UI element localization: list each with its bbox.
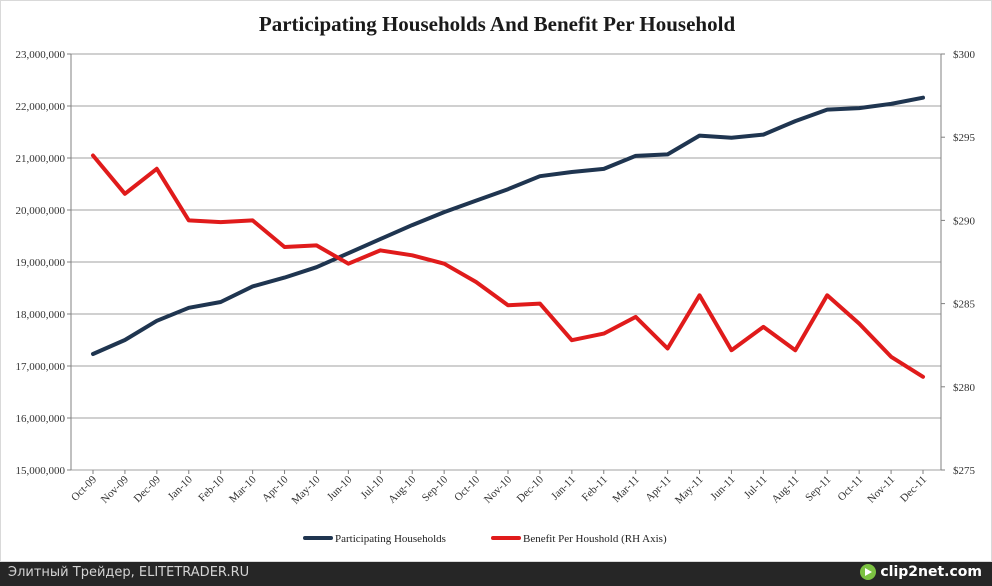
left-tick-label: 16,000,000 — [16, 413, 66, 425]
legend-label: Benefit Per Houshold (RH Axis) — [523, 533, 667, 545]
right-tick-label: $275 — [953, 465, 976, 477]
right-tick-label: $290 — [953, 215, 976, 227]
footer-bar: Элитный Трейдер, ELITETRADER.RU clip2net… — [0, 562, 992, 586]
x-tick-label: Apr-10 — [260, 473, 291, 504]
x-tick-label: Nov-11 — [865, 474, 897, 506]
play-icon — [860, 564, 877, 580]
left-tick-label: 17,000,000 — [16, 361, 66, 373]
x-tick-label: Jan-11 — [549, 474, 578, 503]
x-tick-label: Mar-11 — [610, 474, 641, 505]
x-tick-label: Mar-10 — [227, 473, 259, 505]
left-tick-label: 22,000,000 — [16, 101, 66, 113]
x-tick-label: Oct-10 — [452, 473, 482, 503]
grid-layer — [70, 53, 942, 471]
series-line-participating-households — [91, 95, 925, 356]
chart-title: Participating Households And Benefit Per… — [259, 12, 736, 36]
legend-label: Participating Households — [335, 533, 446, 545]
brand-text: clip2net.com — [880, 564, 982, 580]
x-tick-label: Dec-10 — [515, 473, 547, 505]
x-tick-label: Aug-10 — [386, 473, 419, 506]
x-tick-label: Nov-10 — [482, 473, 515, 506]
x-tick-label: Jul-11 — [742, 474, 770, 502]
legend: Participating Households Benefit Per Hous… — [303, 533, 667, 545]
left-axis-ticks: 15,000,000 16,000,000 17,000,000 18,000,000… — [16, 49, 71, 477]
right-tick-label: $280 — [953, 382, 976, 394]
x-tick-label: Jan-10 — [166, 473, 196, 503]
x-tick-label: Oct-09 — [69, 473, 99, 503]
left-tick-label: 20,000,000 — [16, 205, 66, 217]
right-tick-label: $285 — [953, 299, 976, 311]
right-axis-ticks: $275 $280 $285 $290 $295 $300 — [941, 49, 976, 477]
left-tick-label: 23,000,000 — [16, 49, 66, 61]
x-tick-label: Dec-09 — [132, 473, 164, 505]
x-tick-label: Apr-11 — [643, 474, 674, 505]
right-tick-label: $295 — [953, 132, 976, 144]
chart-frame: Participating Households And Benefit Per… — [0, 0, 992, 562]
x-tick-label: Jun-11 — [708, 474, 737, 503]
x-tick-label: Sep-11 — [803, 474, 833, 504]
left-tick-label: 21,000,000 — [16, 153, 66, 165]
left-tick-label: 18,000,000 — [16, 309, 66, 321]
x-tick-label: Jun-10 — [325, 473, 355, 503]
x-tick-label: May-10 — [289, 473, 322, 506]
right-tick-label: $300 — [953, 49, 976, 61]
x-tick-label: Oct-11 — [835, 474, 865, 504]
series-line-benefit-per-household — [91, 153, 925, 379]
x-tick-label: Nov-09 — [99, 473, 132, 506]
left-tick-label: 19,000,000 — [16, 257, 66, 269]
left-tick-label: 15,000,000 — [16, 465, 66, 477]
x-tick-label: Feb-11 — [580, 474, 610, 504]
x-tick-label: Feb-10 — [196, 473, 227, 504]
footer-source-text: Элитный Трейдер, ELITETRADER.RU — [8, 565, 250, 580]
brand-logo[interactable]: clip2net.com — [860, 564, 982, 580]
x-tick-label: Jul-10 — [358, 473, 386, 501]
x-tick-label: Aug-11 — [769, 474, 801, 506]
chart-svg: Participating Households And Benefit Per… — [16, 12, 976, 545]
series-layer — [91, 95, 925, 379]
x-tick-label: May-11 — [673, 474, 706, 507]
x-axis-ticks: Oct-09 Nov-09 Dec-09 Jan-10 Feb-10 Mar-10 Apr-… — [69, 470, 929, 507]
x-tick-label: Sep-10 — [420, 473, 451, 504]
x-tick-label: Dec-11 — [898, 474, 929, 505]
